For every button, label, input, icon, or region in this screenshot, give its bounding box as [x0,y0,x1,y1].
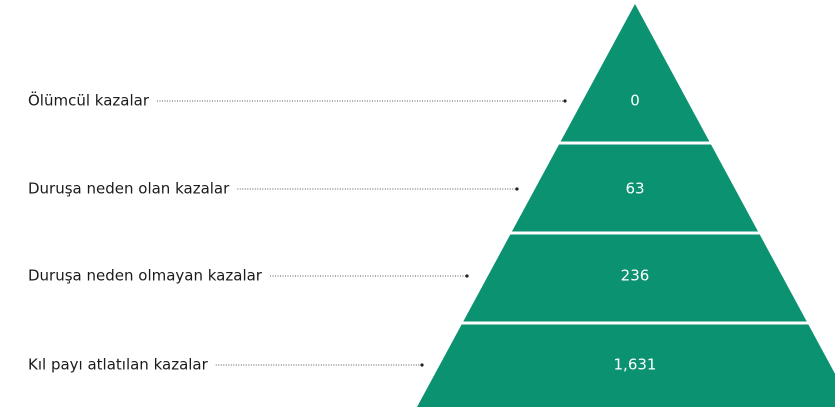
pyramid [417,4,835,407]
level-value: 0 [630,92,640,110]
level-value: 1,631 [614,356,657,374]
leader-dot [563,99,567,103]
level-label: Duruşa neden olan kazalar [28,180,230,198]
level-value: 236 [621,267,650,285]
leader-dot [465,274,469,278]
level-label: Kıl payı atlatılan kazalar [28,356,209,374]
leader-dot [515,187,519,191]
level-label: Duruşa neden olmayan kazalar [28,267,263,285]
level-value: 63 [625,180,644,198]
leader-dot [420,363,424,367]
level-label: Ölümcül kazalar [28,91,150,110]
